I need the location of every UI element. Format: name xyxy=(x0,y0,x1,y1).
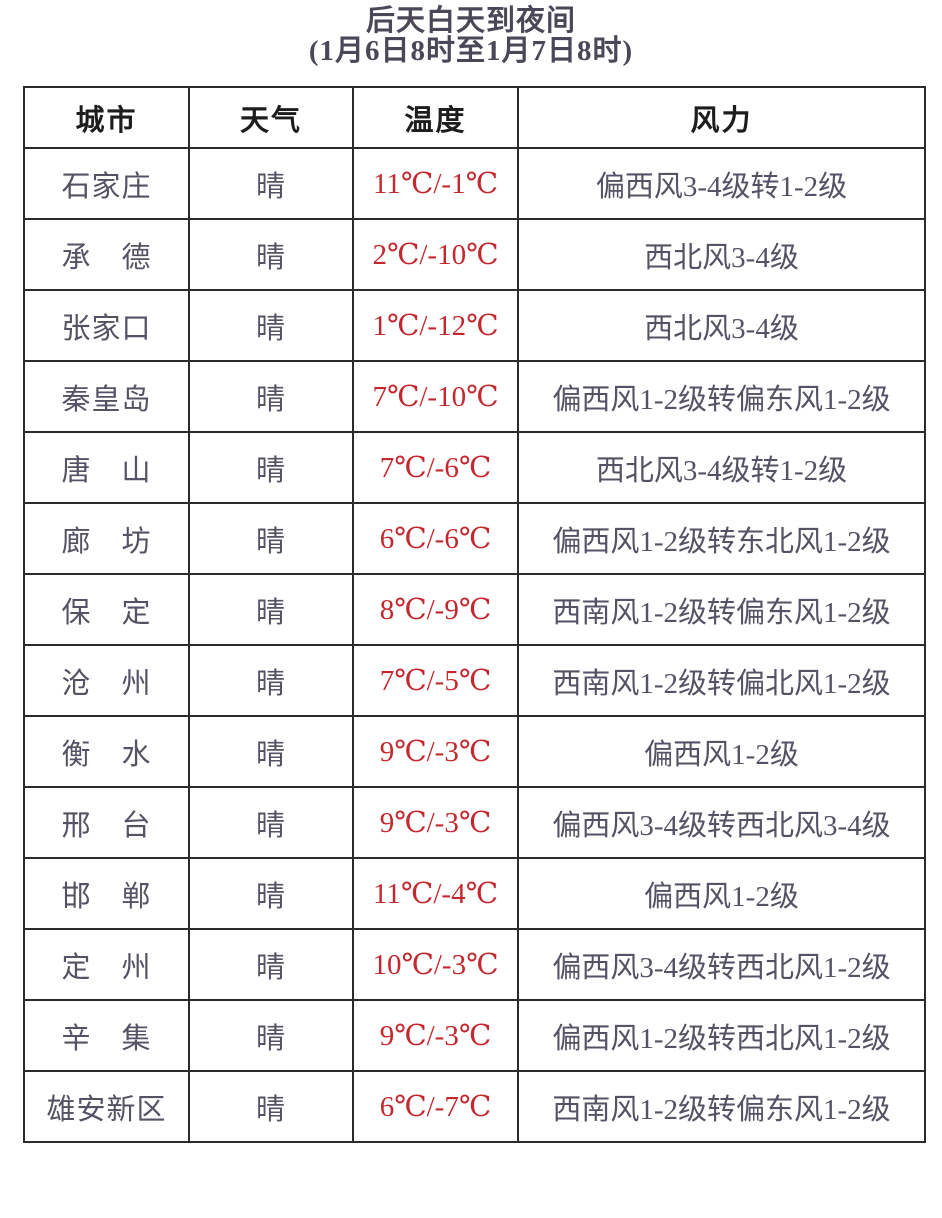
city-cell: 辛 集 xyxy=(23,999,190,1072)
wind-cell: 偏西风1-2级转偏东风1-2级 xyxy=(517,360,926,433)
page-title: 后天白天到夜间 xyxy=(365,5,576,37)
city-cell: 唐 山 xyxy=(23,431,190,504)
wind-cell: 西南风1-2级转偏北风1-2级 xyxy=(517,644,926,717)
wind-cell: 西北风3-4级 xyxy=(517,289,926,362)
table-row: 秦皇岛 晴 7℃/-10℃ 偏西风1-2级转偏东风1-2级 xyxy=(23,360,926,433)
weather-cell: 晴 xyxy=(188,218,354,291)
column-header-wind: 风力 xyxy=(517,86,926,149)
table-row: 保 定 晴 8℃/-9℃ 西南风1-2级转偏东风1-2级 xyxy=(23,573,926,646)
wind-cell: 西北风3-4级 xyxy=(517,218,926,291)
city-cell: 雄安新区 xyxy=(23,1070,190,1143)
wind-cell: 西南风1-2级转偏东风1-2级 xyxy=(517,1070,926,1143)
city-cell: 石家庄 xyxy=(23,147,190,220)
city-cell: 张家口 xyxy=(23,289,190,362)
city-cell: 保 定 xyxy=(23,573,190,646)
city-cell: 承 德 xyxy=(23,218,190,291)
city-cell: 衡 水 xyxy=(23,715,190,788)
wind-cell: 偏西风1-2级转西北风1-2级 xyxy=(517,999,926,1072)
temperature-cell: 7℃/-10℃ xyxy=(352,360,519,433)
temperature-cell: 9℃/-3℃ xyxy=(352,999,519,1072)
table-row: 石家庄 晴 11℃/-1℃ 偏西风3-4级转1-2级 xyxy=(23,147,926,220)
weather-cell: 晴 xyxy=(188,1070,354,1143)
temperature-cell: 10℃/-3℃ xyxy=(352,928,519,1001)
table-row: 张家口 晴 1℃/-12℃ 西北风3-4级 xyxy=(23,289,926,362)
city-cell: 邢 台 xyxy=(23,786,190,859)
table-row: 邯 郸 晴 11℃/-4℃ 偏西风1-2级 xyxy=(23,857,926,930)
weather-cell: 晴 xyxy=(188,360,354,433)
table-row: 唐 山 晴 7℃/-6℃ 西北风3-4级转1-2级 xyxy=(23,431,926,504)
weather-cell: 晴 xyxy=(188,573,354,646)
column-header-weather: 天气 xyxy=(188,86,354,149)
wind-cell: 西北风3-4级转1-2级 xyxy=(517,431,926,504)
weather-cell: 晴 xyxy=(188,786,354,859)
wind-cell: 偏西风1-2级 xyxy=(517,857,926,930)
weather-cell: 晴 xyxy=(188,502,354,575)
temperature-cell: 11℃/-1℃ xyxy=(352,147,519,220)
wind-cell: 偏西风3-4级转西北风3-4级 xyxy=(517,786,926,859)
temperature-cell: 1℃/-12℃ xyxy=(352,289,519,362)
page-subtitle: (1月6日8时至1月7日8时) xyxy=(308,35,634,68)
wind-cell: 西南风1-2级转偏东风1-2级 xyxy=(517,573,926,646)
table-row: 定 州 晴 10℃/-3℃ 偏西风3-4级转西北风1-2级 xyxy=(23,928,926,1001)
weather-cell: 晴 xyxy=(188,999,354,1072)
column-header-city: 城市 xyxy=(23,86,190,149)
temperature-cell: 6℃/-6℃ xyxy=(352,502,519,575)
city-cell: 廊 坊 xyxy=(23,502,190,575)
city-cell: 沧 州 xyxy=(23,644,190,717)
weather-cell: 晴 xyxy=(188,715,354,788)
weather-cell: 晴 xyxy=(188,928,354,1001)
table-row: 沧 州 晴 7℃/-5℃ 西南风1-2级转偏北风1-2级 xyxy=(23,644,926,717)
city-cell: 邯 郸 xyxy=(23,857,190,930)
weather-forecast-table: 城市 天气 温度 风力 石家庄 晴 11℃/-1℃ 偏西风3-4级转1-2级 承… xyxy=(23,86,926,1143)
temperature-cell: 7℃/-6℃ xyxy=(352,431,519,504)
temperature-cell: 6℃/-7℃ xyxy=(352,1070,519,1143)
temperature-cell: 8℃/-9℃ xyxy=(352,573,519,646)
weather-cell: 晴 xyxy=(188,289,354,362)
table-row: 廊 坊 晴 6℃/-6℃ 偏西风1-2级转东北风1-2级 xyxy=(23,502,926,575)
city-cell: 秦皇岛 xyxy=(23,360,190,433)
temperature-cell: 11℃/-4℃ xyxy=(352,857,519,930)
wind-cell: 偏西风1-2级转东北风1-2级 xyxy=(517,502,926,575)
city-cell: 定 州 xyxy=(23,928,190,1001)
temperature-cell: 9℃/-3℃ xyxy=(352,715,519,788)
weather-cell: 晴 xyxy=(188,857,354,930)
table-row: 衡 水 晴 9℃/-3℃ 偏西风1-2级 xyxy=(23,715,926,788)
temperature-cell: 9℃/-3℃ xyxy=(352,786,519,859)
table-row: 辛 集 晴 9℃/-3℃ 偏西风1-2级转西北风1-2级 xyxy=(23,999,926,1072)
table-row: 邢 台 晴 9℃/-3℃ 偏西风3-4级转西北风3-4级 xyxy=(23,786,926,859)
temperature-cell: 2℃/-10℃ xyxy=(352,218,519,291)
column-header-temperature: 温度 xyxy=(352,86,519,149)
weather-cell: 晴 xyxy=(188,644,354,717)
temperature-cell: 7℃/-5℃ xyxy=(352,644,519,717)
title-block: 后天白天到夜间 (1月6日8时至1月7日8时) xyxy=(0,0,942,67)
wind-cell: 偏西风1-2级 xyxy=(517,715,926,788)
table-header-row: 城市 天气 温度 风力 xyxy=(23,86,926,149)
wind-cell: 偏西风3-4级转西北风1-2级 xyxy=(517,928,926,1001)
table-row: 承 德 晴 2℃/-10℃ 西北风3-4级 xyxy=(23,218,926,291)
wind-cell: 偏西风3-4级转1-2级 xyxy=(517,147,926,220)
table-row: 雄安新区 晴 6℃/-7℃ 西南风1-2级转偏东风1-2级 xyxy=(23,1070,926,1143)
weather-cell: 晴 xyxy=(188,147,354,220)
weather-cell: 晴 xyxy=(188,431,354,504)
